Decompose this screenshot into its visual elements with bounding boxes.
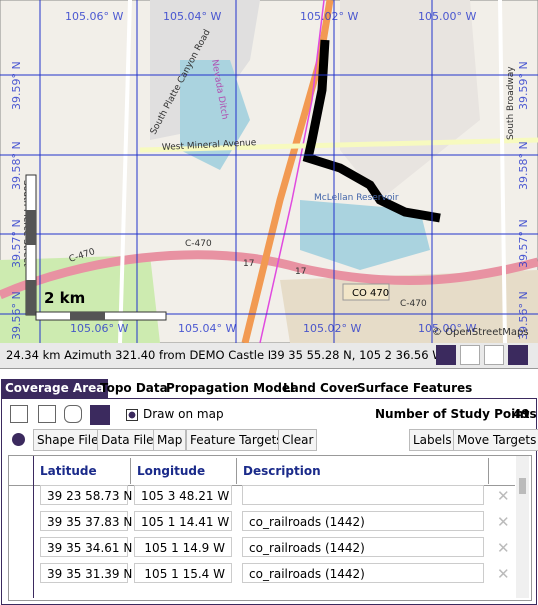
grid-label: 39.56° N [10, 291, 23, 340]
street-label: West Mineral Avenue [162, 138, 257, 153]
points-value: 49 [513, 407, 530, 421]
star-tool[interactable] [38, 405, 56, 423]
cell-lat[interactable]: 39 23 58.73 N [40, 485, 132, 505]
header[interactable]: Latitude [33, 458, 130, 484]
attribution: © OpenStreetMaps [432, 327, 529, 338]
tab[interactable]: Topo Data [100, 381, 168, 395]
grid-label: 105.06° W [65, 10, 123, 23]
road-label: CO 470 [352, 288, 389, 299]
grid-label: 39.56° N [517, 291, 530, 340]
grid-label: 105.06° W [70, 322, 128, 335]
delete-row[interactable]: ✕ [497, 565, 510, 583]
cell-lon[interactable]: 105 1 14.41 W [134, 511, 232, 531]
points-label: Number of Study Points [375, 407, 537, 421]
row-rule [33, 456, 34, 598]
tab[interactable]: Land Cover [283, 381, 359, 395]
cell-lon[interactable]: 105 1 15.4 W [134, 563, 232, 583]
button[interactable]: Move Targets [453, 429, 538, 451]
street-label: South Broadway [506, 66, 516, 140]
book-button[interactable] [484, 345, 504, 365]
tab[interactable]: Surface Features [357, 381, 473, 395]
cell-lat[interactable]: 39 35 31.39 N [40, 563, 132, 583]
status-coords: 39 35 55.28 N, 105 2 36.56 W [270, 348, 444, 362]
grid-label: 39.59° N [517, 61, 530, 110]
add-button[interactable] [12, 433, 25, 446]
draw-checkbox[interactable] [126, 409, 138, 421]
draw-label: Draw on map [143, 407, 224, 421]
grid-tool[interactable] [10, 405, 28, 423]
status-distance: 24.34 km Azimuth 321.40 from DEMO Castle… [6, 348, 289, 362]
grid-label: 39.58° N [517, 141, 530, 190]
cell-lon[interactable]: 105 1 14.9 W [134, 537, 232, 557]
cell-lat[interactable]: 39 35 37.83 N [40, 511, 132, 531]
polygon-tool[interactable] [64, 405, 82, 423]
grid-label: 39.58° N [10, 141, 23, 190]
status-bar: 24.34 km Azimuth 321.40 from DEMO Castle… [0, 343, 538, 369]
pan-button[interactable] [460, 345, 480, 365]
tab[interactable]: Coverage Area [1, 379, 109, 398]
road-label: 17 [243, 259, 254, 269]
button[interactable]: Labels [409, 429, 456, 451]
table [8, 455, 532, 601]
grid-label: 39.59° N [10, 61, 23, 110]
grid-label: 105.04° W [163, 10, 221, 23]
grid-label: 105.04° W [178, 322, 236, 335]
map[interactable]: 105.06° W 105.04° W 105.02° W 105.00° W … [0, 0, 538, 343]
cell-desc[interactable] [242, 485, 484, 505]
delete-row[interactable]: ✕ [497, 539, 510, 557]
grid-label: 39.57° N [517, 219, 530, 268]
zoom-button[interactable] [436, 345, 456, 365]
header[interactable]: Longitude [130, 458, 237, 484]
grid-label: 105.00° W [418, 10, 476, 23]
road-label: C-470 [185, 239, 212, 249]
cell-lat[interactable]: 39 35 34.61 N [40, 537, 132, 557]
button[interactable]: Map [153, 429, 187, 451]
header[interactable]: Description [236, 458, 489, 484]
button[interactable]: Clear [278, 429, 318, 451]
scale-label: 2 km [44, 289, 85, 307]
cell-desc[interactable]: co_railroads (1442) [242, 537, 484, 557]
delete-row[interactable]: ✕ [497, 513, 510, 531]
points-tool[interactable] [90, 405, 110, 425]
cell-lon[interactable]: 105 3 48.21 W [134, 485, 232, 505]
button[interactable]: Shape File [33, 429, 103, 451]
grid-label: 105.02° W [300, 10, 358, 23]
scrollbar[interactable] [516, 456, 529, 598]
road-label: 17 [295, 267, 306, 277]
grid-label: 105.00° W [418, 322, 476, 335]
road-label: C-470 [400, 299, 427, 309]
tab[interactable]: Propagation Model [166, 381, 295, 395]
delete-row[interactable]: ✕ [497, 487, 510, 505]
cell-desc[interactable]: co_railroads (1442) [242, 511, 484, 531]
grid-label: 39.57° N [10, 219, 23, 268]
button[interactable]: Feature Targets [186, 429, 287, 451]
grid-label: 105.02° W [303, 322, 361, 335]
water-label: McLellan Reservoir [314, 193, 399, 203]
pin-button[interactable] [508, 345, 528, 365]
cell-desc[interactable]: co_railroads (1442) [242, 563, 484, 583]
button[interactable]: Data File [97, 429, 158, 451]
